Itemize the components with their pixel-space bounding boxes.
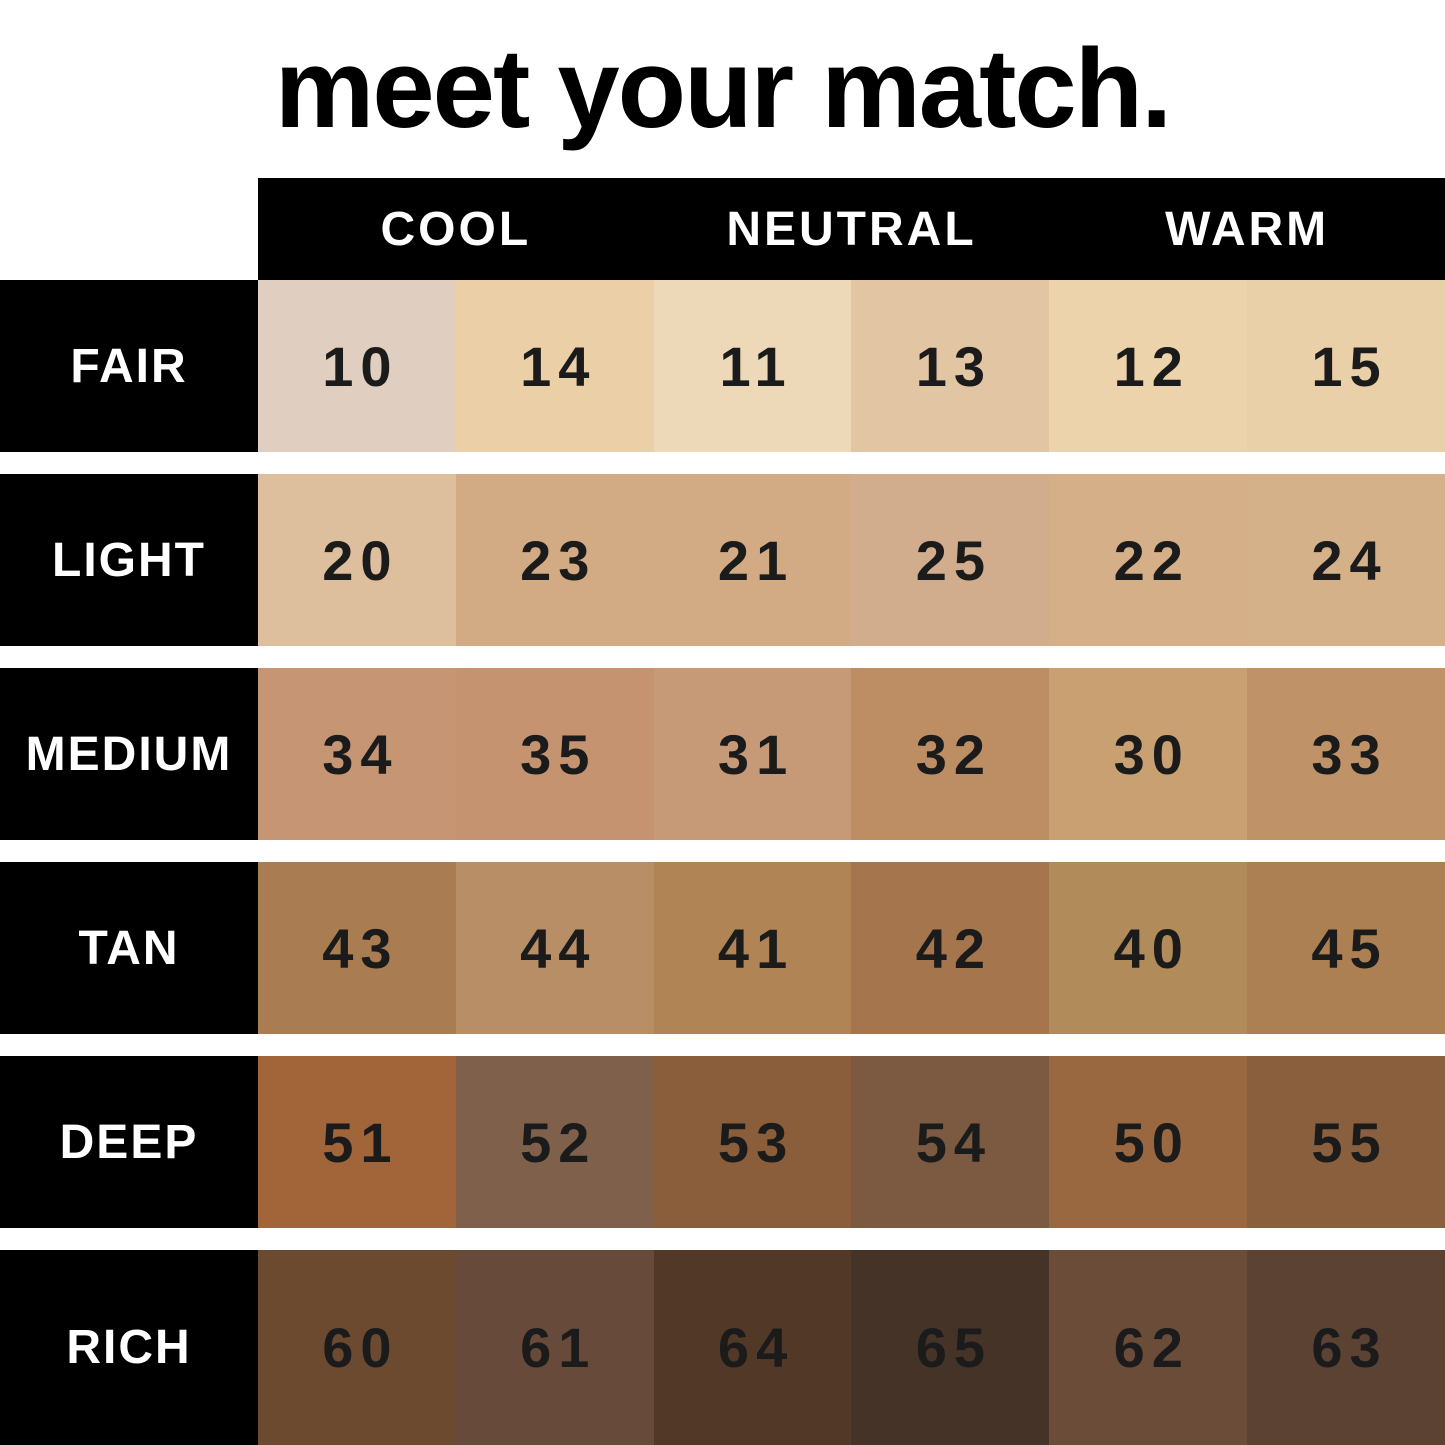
swatch-shade-25: 25 — [851, 474, 1050, 646]
shade-number: 22 — [1113, 528, 1190, 592]
shade-number: 34 — [322, 722, 399, 786]
shade-number: 30 — [1113, 722, 1190, 786]
swatch-shade-63: 63 — [1247, 1250, 1445, 1445]
shade-row-fair: FAIR 10 14 11 13 12 15 — [0, 280, 1445, 452]
swatch-shade-52: 52 — [455, 1056, 654, 1228]
shade-number: 12 — [1113, 334, 1190, 398]
title-area: meet your match. — [0, 0, 1445, 178]
shade-row-deep: DEEP 51 52 53 54 50 55 — [0, 1056, 1445, 1228]
swatch-shade-61: 61 — [455, 1250, 654, 1445]
swatch-shade-10: 10 — [258, 280, 456, 452]
shade-row-tan: TAN 43 44 41 42 40 45 — [0, 862, 1445, 1034]
row-label-fair: FAIR — [0, 280, 258, 452]
undertone-header: COOL NEUTRAL WARM — [0, 178, 1445, 280]
shade-number: 64 — [717, 1316, 795, 1379]
shade-number: 45 — [1311, 916, 1388, 980]
swatch-shade-23: 23 — [455, 474, 654, 646]
swatch-shade-31: 31 — [653, 668, 852, 840]
shade-number: 21 — [717, 528, 795, 592]
swatch-shade-50: 50 — [1049, 1056, 1248, 1228]
swatch-shade-55: 55 — [1247, 1056, 1445, 1228]
shade-number: 53 — [717, 1110, 795, 1174]
swatch-shade-53: 53 — [653, 1056, 852, 1228]
swatch-shade-35: 35 — [455, 668, 654, 840]
shade-number: 25 — [915, 528, 993, 592]
shade-number: 50 — [1113, 1110, 1190, 1174]
shade-number: 54 — [915, 1110, 993, 1174]
swatch-shade-62: 62 — [1049, 1250, 1248, 1445]
shade-number: 24 — [1311, 528, 1388, 592]
swatch-shade-64: 64 — [653, 1250, 852, 1445]
swatch-shade-13: 13 — [851, 280, 1050, 452]
swatch-shade-51: 51 — [258, 1056, 456, 1228]
swatch-shade-15: 15 — [1247, 280, 1445, 452]
shade-number: 23 — [520, 528, 597, 592]
swatch-shade-40: 40 — [1049, 862, 1248, 1034]
swatch-shade-65: 65 — [851, 1250, 1050, 1445]
column-header-neutral: NEUTRAL — [726, 202, 977, 256]
swatch-shade-24: 24 — [1247, 474, 1445, 646]
shade-number: 32 — [915, 722, 993, 786]
swatch-shade-11: 11 — [653, 280, 852, 452]
shade-number: 20 — [322, 528, 399, 592]
swatch-shade-60: 60 — [258, 1250, 456, 1445]
shade-number: 65 — [915, 1316, 993, 1379]
swatch-shade-32: 32 — [851, 668, 1050, 840]
row-label-rich: RICH — [0, 1250, 258, 1445]
swatch-shade-14: 14 — [455, 280, 654, 452]
shade-number: 61 — [520, 1316, 597, 1379]
row-label-light: LIGHT — [0, 474, 258, 646]
shade-row-rich: RICH 60 61 64 65 62 63 — [0, 1250, 1445, 1445]
shade-number: 51 — [322, 1110, 399, 1174]
undertone-header-bar: COOL NEUTRAL WARM — [258, 178, 1445, 280]
shade-number: 31 — [717, 722, 795, 786]
shade-row-medium: MEDIUM 34 35 31 32 30 33 — [0, 668, 1445, 840]
shade-number: 42 — [915, 916, 993, 980]
swatch-shade-21: 21 — [653, 474, 852, 646]
shade-number: 40 — [1113, 916, 1190, 980]
shade-number: 13 — [915, 334, 993, 398]
shade-number: 41 — [717, 916, 795, 980]
column-header-cool: COOL — [380, 202, 532, 256]
swatch-shade-34: 34 — [258, 668, 456, 840]
swatch-shade-12: 12 — [1049, 280, 1248, 452]
shade-number: 44 — [520, 916, 597, 980]
shade-rows: FAIR 10 14 11 13 12 15 LIGHT 20 23 21 25 22 24 MEDIUM 3… — [0, 280, 1445, 1445]
swatch-shade-44: 44 — [455, 862, 654, 1034]
row-label-deep: DEEP — [0, 1056, 258, 1228]
swatch-shade-54: 54 — [851, 1056, 1050, 1228]
swatch-shade-41: 41 — [653, 862, 852, 1034]
shade-number: 52 — [520, 1110, 597, 1174]
row-label-medium: MEDIUM — [0, 668, 258, 840]
shade-number: 14 — [520, 334, 597, 398]
swatch-shade-30: 30 — [1049, 668, 1248, 840]
column-header-warm: WARM — [1165, 202, 1330, 256]
shade-number: 35 — [520, 722, 597, 786]
shade-number: 55 — [1311, 1110, 1388, 1174]
shade-number: 60 — [322, 1316, 399, 1379]
header-spacer — [0, 178, 258, 280]
swatch-shade-22: 22 — [1049, 474, 1248, 646]
shade-number: 63 — [1311, 1316, 1388, 1379]
row-label-tan: TAN — [0, 862, 258, 1034]
swatch-shade-42: 42 — [851, 862, 1050, 1034]
swatch-shade-33: 33 — [1247, 668, 1445, 840]
swatch-shade-43: 43 — [258, 862, 456, 1034]
swatch-shade-20: 20 — [258, 474, 456, 646]
shade-number: 11 — [719, 334, 793, 398]
shade-number: 62 — [1113, 1316, 1190, 1379]
swatch-shade-45: 45 — [1247, 862, 1445, 1034]
shade-number: 10 — [322, 334, 399, 398]
shade-number: 15 — [1311, 334, 1388, 398]
shade-number: 33 — [1311, 722, 1388, 786]
shade-row-light: LIGHT 20 23 21 25 22 24 — [0, 474, 1445, 646]
page-title: meet your match. — [274, 26, 1172, 151]
shade-number: 43 — [322, 916, 399, 980]
